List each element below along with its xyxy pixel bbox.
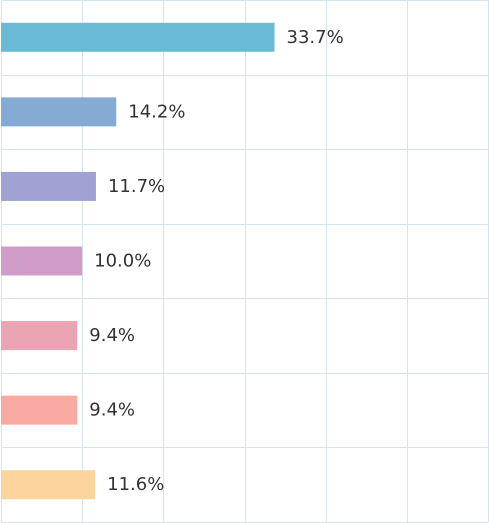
bar bbox=[1, 470, 96, 500]
data-label: 33.7% bbox=[287, 27, 344, 48]
bar bbox=[1, 171, 96, 201]
data-label: 11.6% bbox=[107, 474, 164, 495]
bar bbox=[1, 321, 78, 351]
bars bbox=[1, 22, 275, 500]
data-label: 14.2% bbox=[128, 101, 185, 122]
bar bbox=[1, 246, 83, 276]
bar bbox=[1, 97, 117, 127]
data-label: 11.7% bbox=[108, 176, 165, 197]
bar bbox=[1, 395, 78, 425]
bar bbox=[1, 22, 275, 52]
data-label: 9.4% bbox=[89, 325, 135, 346]
data-label: 10.0% bbox=[94, 251, 151, 272]
data-label: 9.4% bbox=[89, 400, 135, 421]
data-labels: 33.7% 14.2% 11.7% 10.0% 9.4% 9.4% 11.6% bbox=[89, 27, 343, 495]
